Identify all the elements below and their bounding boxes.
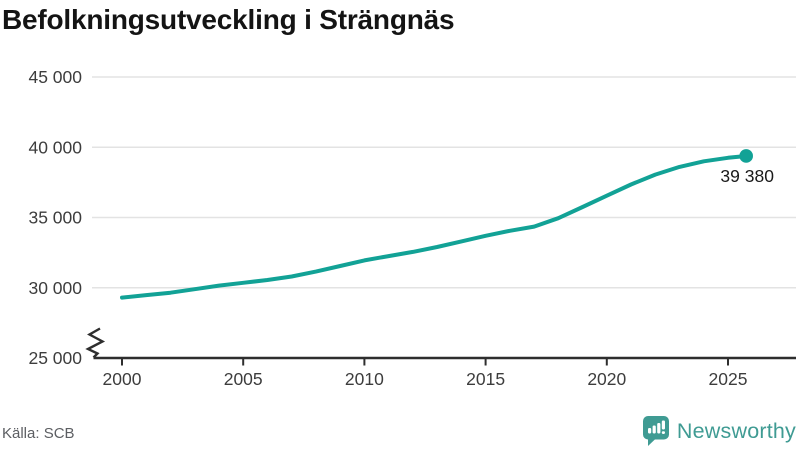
population-line (120, 154, 749, 300)
y-axis-tick-label: 30 000 (28, 278, 82, 298)
newsworthy-icon (642, 415, 669, 446)
logo-excl-bar (661, 420, 665, 429)
newsworthy-wordmark: Newsworthy (676, 418, 796, 443)
y-axis-tick-label: 45 000 (28, 67, 82, 87)
newsworthy-logo[interactable]: Newsworthy (642, 414, 796, 448)
x-axis-tick-label: 2005 (224, 369, 263, 389)
source-note: Källa: SCB (2, 425, 75, 442)
y-axis-tick-label: 25 000 (28, 348, 82, 368)
logo-bar-2 (652, 425, 656, 433)
logo-excl-dot (661, 430, 665, 434)
x-axis-tick-label: 2015 (466, 369, 505, 389)
y-axis-labels: 25 000 30 000 35 000 40 000 45 000 (28, 67, 82, 368)
gridlines (92, 76, 796, 289)
y-axis-break-icon (85, 327, 106, 359)
x-axis: 2000 2005 2010 2015 2020 2025 (93, 356, 796, 389)
x-axis-tick-label: 2010 (345, 369, 384, 389)
logo-bar-1 (647, 427, 652, 433)
end-point-dot (739, 149, 753, 163)
y-axis-tick-label: 40 000 (28, 137, 82, 157)
logo-bar-3 (657, 422, 661, 433)
logo-bubble (642, 415, 669, 439)
y-axis-tick-label: 35 000 (28, 208, 82, 228)
x-axis-tick-label: 2000 (103, 369, 142, 389)
x-axis-tick-label: 2025 (709, 369, 748, 389)
end-value-label: 39 380 (720, 166, 774, 186)
x-axis-tick-label: 2020 (587, 369, 626, 389)
chart-title: Befolkningsutveckling i Strängnäs (2, 4, 455, 35)
logo-bubble-tail (647, 436, 658, 446)
